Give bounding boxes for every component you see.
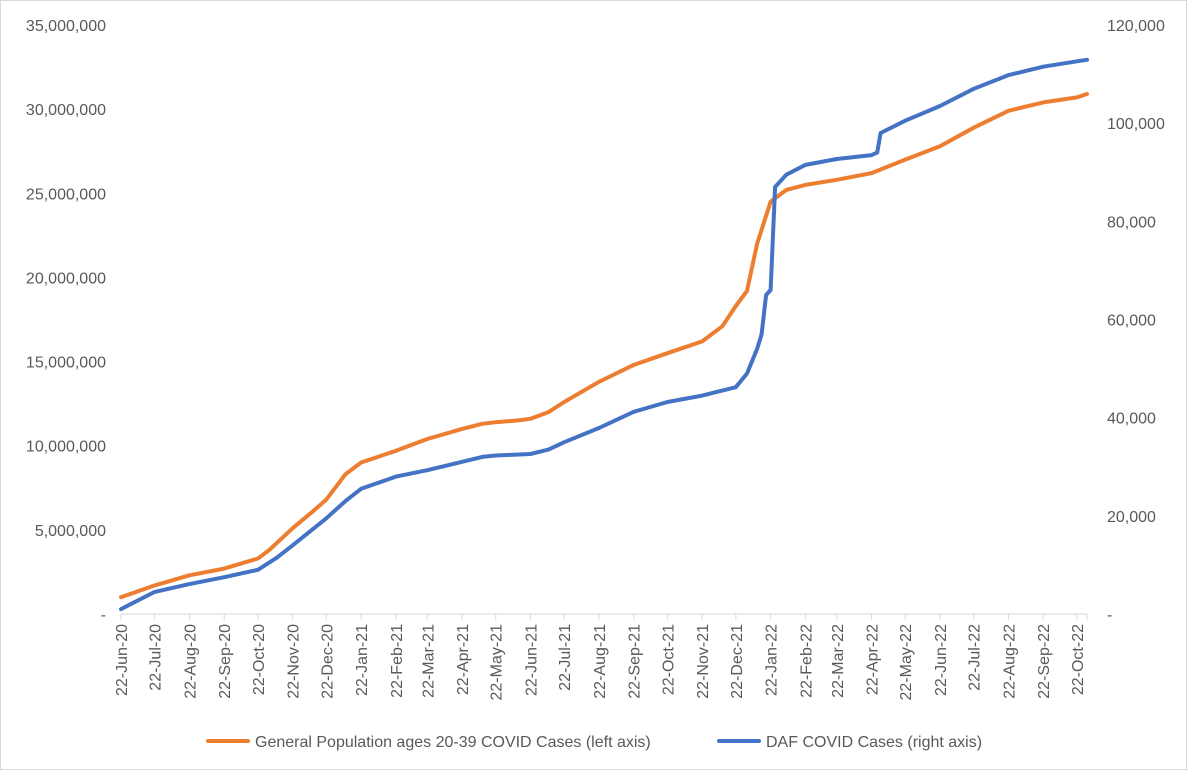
right-axis-tick-label: 60,000 bbox=[1107, 313, 1156, 330]
x-axis-tick-label: 22-Mar-21 bbox=[420, 624, 437, 698]
left-axis-tick-label: 25,000,000 bbox=[26, 186, 106, 203]
left-axis-tick-label: 20,000,000 bbox=[26, 270, 106, 287]
x-axis-tick-label: 22-Aug-22 bbox=[1001, 624, 1018, 699]
x-axis-tick-labels: 22-Jun-20 22-Jul-20 22-Aug-20 22-Sep-20 22-O… bbox=[114, 614, 1088, 701]
right-axis-tick-label: - bbox=[1107, 607, 1112, 624]
x-axis-tick-label: 22-Jun-22 bbox=[933, 624, 950, 696]
left-axis-tick-labels: - 5,000,000 10,000,000 15,000,000 20,000,000… bbox=[26, 18, 106, 624]
x-axis-tick-label: 22-Jun-21 bbox=[524, 624, 541, 696]
left-axis-tick-label: 10,000,000 bbox=[26, 439, 106, 456]
x-axis-tick-label: 22-Jul-21 bbox=[557, 624, 574, 691]
x-axis-tick-label: 22-Nov-20 bbox=[286, 624, 303, 699]
right-axis-tick-label: 100,000 bbox=[1107, 116, 1165, 133]
right-axis-tick-label: 120,000 bbox=[1107, 18, 1165, 35]
left-axis-tick-label: 35,000,000 bbox=[26, 18, 106, 35]
x-axis-tick-label: 22-Jan-22 bbox=[764, 624, 781, 696]
x-axis-tick-label: 22-Oct-22 bbox=[1070, 624, 1087, 695]
x-axis-tick-label: 22-Apr-22 bbox=[865, 624, 882, 695]
x-axis-tick-label: 22-Feb-22 bbox=[798, 624, 815, 698]
left-axis-tick-label: 5,000,000 bbox=[35, 523, 106, 540]
x-axis-tick-label: 22-Jul-22 bbox=[967, 624, 984, 691]
left-axis-tick-label: 15,000,000 bbox=[26, 355, 106, 372]
x-axis-tick-label: 22-Sep-20 bbox=[217, 624, 234, 699]
left-axis-tick-label: 30,000,000 bbox=[26, 102, 106, 119]
x-axis-tick-label: 22-Dec-20 bbox=[319, 624, 336, 699]
right-axis-tick-label: 20,000 bbox=[1107, 509, 1156, 526]
x-axis-tick-label: 22-Dec-21 bbox=[729, 624, 746, 699]
right-axis-tick-label: 40,000 bbox=[1107, 411, 1156, 428]
legend: General Population ages 20-39 COVID Case… bbox=[206, 734, 982, 751]
x-axis-tick-label: 22-Jul-20 bbox=[148, 624, 165, 691]
left-axis-tick-label: - bbox=[101, 607, 106, 624]
x-axis-tick-label: 22-Apr-21 bbox=[455, 624, 472, 695]
x-axis-tick-label: 22-Mar-22 bbox=[830, 624, 847, 698]
legend-label-general-population: General Population ages 20-39 COVID Case… bbox=[255, 734, 651, 751]
x-axis-tick-label: 22-Nov-21 bbox=[695, 624, 712, 699]
x-axis-tick-label: 22-Sep-22 bbox=[1036, 624, 1053, 699]
series-lines bbox=[119, 57, 1089, 612]
x-axis-tick-label: 22-May-21 bbox=[489, 624, 506, 701]
x-axis-tick-label: 22-Aug-20 bbox=[182, 624, 199, 699]
x-axis-tick-label: 22-Aug-21 bbox=[592, 624, 609, 699]
x-axis-tick-label: 22-Sep-21 bbox=[627, 624, 644, 699]
legend-label-daf: DAF COVID Cases (right axis) bbox=[766, 734, 982, 751]
right-axis-tick-label: 80,000 bbox=[1107, 214, 1156, 231]
series-line-general-population bbox=[119, 92, 1089, 600]
x-axis-tick-label: 22-Jun-20 bbox=[114, 624, 131, 696]
x-axis-tick-label: 22-Oct-21 bbox=[660, 624, 677, 695]
series-line-daf bbox=[119, 57, 1089, 612]
x-axis-tick-label: 22-Feb-21 bbox=[389, 624, 406, 698]
right-axis-tick-labels: - 20,000 40,000 60,000 80,000 100,000 120,000 bbox=[1107, 18, 1165, 624]
x-axis-tick-label: 22-May-22 bbox=[898, 624, 915, 701]
x-axis-tick-label: 22-Oct-20 bbox=[251, 624, 268, 695]
x-axis-tick-label: 22-Jan-21 bbox=[354, 624, 371, 696]
